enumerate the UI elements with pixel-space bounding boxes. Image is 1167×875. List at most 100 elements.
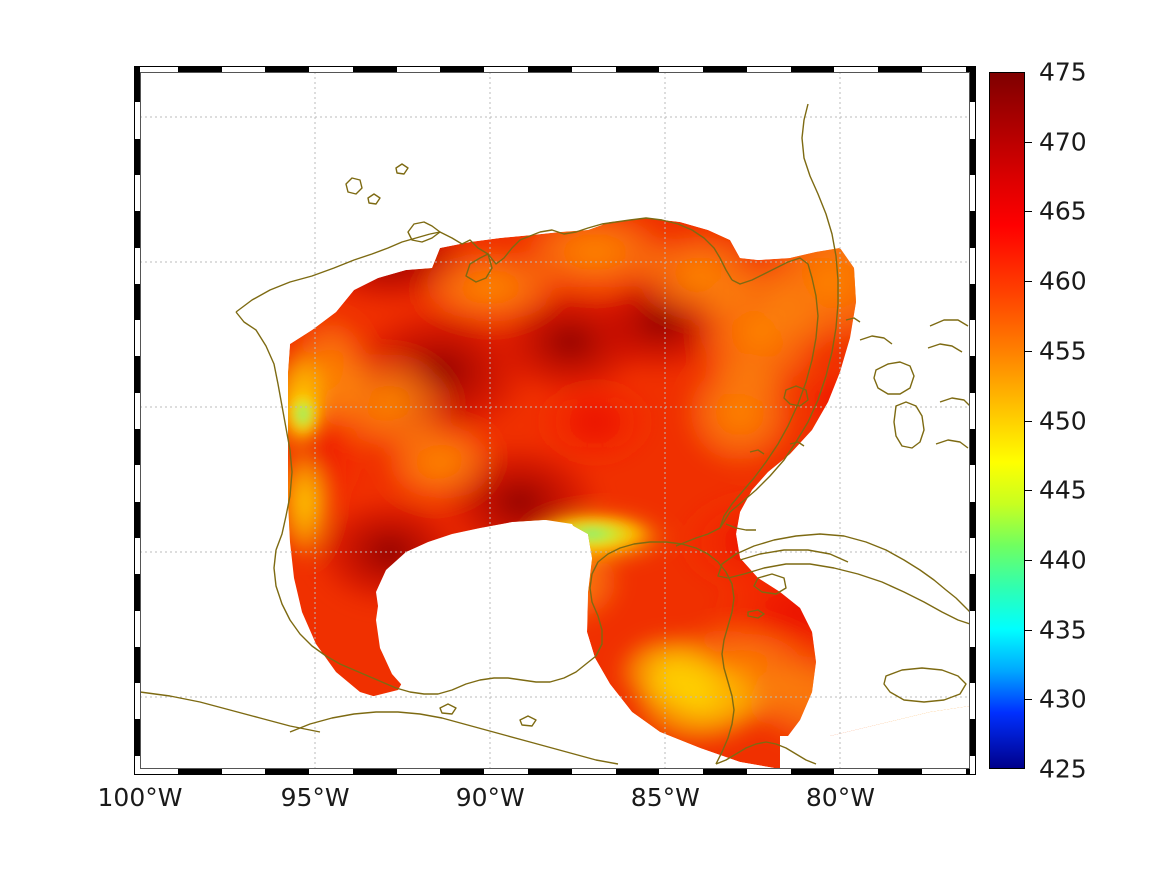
colorbar-tick-label-425: 425 <box>1039 754 1087 784</box>
frame-segment <box>746 66 791 72</box>
frame-segment <box>134 646 140 684</box>
frame-segment <box>790 66 835 72</box>
frame-segment <box>970 392 976 430</box>
map-canvas <box>140 72 970 769</box>
frame-right <box>970 66 976 775</box>
frame-segment <box>177 66 222 72</box>
colorbar: 475 470 465 460 455 450 445 440 435 430 425 <box>989 58 1087 784</box>
frame-top <box>134 66 976 72</box>
colorbar-tick-label-450: 450 <box>1039 406 1087 435</box>
frame-segment <box>221 66 266 72</box>
heatmap-field <box>140 72 970 769</box>
frame-segment <box>134 610 140 647</box>
colorbar-tick-mark-440 <box>1025 559 1032 561</box>
frame-segment <box>352 769 397 775</box>
frame-segment <box>134 66 178 72</box>
frame-segment <box>134 66 140 103</box>
frame-segment <box>834 769 879 775</box>
frame-segment <box>878 66 922 72</box>
frame-segment <box>970 66 976 103</box>
gridlines <box>140 72 970 769</box>
cool-spot-texas-shelf <box>288 388 321 440</box>
lon-tick-90: 90°W <box>455 783 525 812</box>
frame-segment <box>659 66 704 72</box>
frame-segment <box>970 465 976 502</box>
colorbar-tick-mark-460 <box>1025 281 1032 283</box>
frame-segment <box>970 683 976 720</box>
frame-segment <box>834 66 879 72</box>
frame-segment <box>970 211 976 248</box>
colorbar-tick-mark-465 <box>1025 211 1032 213</box>
frame-segment <box>484 66 528 72</box>
lon-tick-80: 80°W <box>805 783 875 812</box>
frame-segment <box>790 769 835 775</box>
frame-segment <box>440 769 485 775</box>
frame-segment <box>970 755 976 775</box>
frame-segment <box>134 138 140 175</box>
colorbar-tick-mark-450 <box>1025 420 1032 422</box>
frame-segment <box>970 574 976 611</box>
frame-segment <box>921 769 966 775</box>
frame-bottom <box>134 769 976 775</box>
frame-segment <box>134 102 140 139</box>
frame-segment <box>134 755 140 775</box>
frame-segment <box>970 247 976 284</box>
colorbar-tick-label-430: 430 <box>1039 684 1087 714</box>
lon-tick-100: 100°W <box>97 783 183 812</box>
frame-segment <box>309 769 353 775</box>
map-axes <box>134 66 976 775</box>
frame-segment <box>177 769 222 775</box>
lon-tick-95: 95°W <box>280 783 350 812</box>
frame-segment <box>134 465 140 502</box>
frame-segment <box>440 66 485 72</box>
frame-segment <box>970 610 976 647</box>
frame-segment <box>265 66 310 72</box>
frame-segment <box>265 769 310 775</box>
colorbar-tick-mark-435 <box>1025 629 1032 631</box>
frame-segment <box>134 429 140 466</box>
frame-segment <box>571 769 616 775</box>
frame-segment <box>921 66 966 72</box>
frame-segment <box>970 719 976 756</box>
lon-tick-85: 85°W <box>630 783 700 812</box>
colorbar-gradient <box>989 72 1025 769</box>
frame-segment <box>970 646 976 684</box>
frame-segment <box>134 501 140 538</box>
frame-segment <box>134 769 178 775</box>
frame-segment <box>134 683 140 720</box>
frame-segment <box>970 429 976 466</box>
frame-segment <box>134 211 140 248</box>
colorbar-tick-label-460: 460 <box>1039 266 1087 296</box>
frame-segment <box>396 769 441 775</box>
frame-segment <box>615 769 660 775</box>
colorbar-tick-label-455: 455 <box>1039 336 1087 366</box>
frame-segment <box>970 138 976 175</box>
frame-segment <box>134 574 140 611</box>
frame-segment <box>746 769 791 775</box>
colorbar-tick-mark-445 <box>1025 490 1032 492</box>
frame-segment <box>970 537 976 575</box>
frame-segment <box>134 247 140 284</box>
frame-segment <box>970 320 976 357</box>
frame-segment <box>970 356 976 393</box>
frame-segment <box>309 66 353 72</box>
colorbar-tick-mark-455 <box>1025 350 1032 352</box>
land-mask <box>140 72 970 769</box>
frame-segment <box>484 769 528 775</box>
frame-segment <box>878 769 922 775</box>
colorbar-tick-mark-470 <box>1025 141 1032 143</box>
frame-segment <box>396 66 441 72</box>
frame-segment <box>970 174 976 212</box>
frame-segment <box>659 769 704 775</box>
colorbar-tick-label-475: 475 <box>1039 57 1087 87</box>
colorbar-tick-label-435: 435 <box>1039 615 1087 645</box>
coastlines <box>140 103 970 765</box>
frame-segment <box>134 719 140 756</box>
frame-segment <box>970 501 976 538</box>
colorbar-tick-label-465: 465 <box>1039 196 1087 226</box>
frame-segment <box>615 66 660 72</box>
frame-segment <box>571 66 616 72</box>
frame-segment <box>221 769 266 775</box>
frame-segment <box>352 66 397 72</box>
